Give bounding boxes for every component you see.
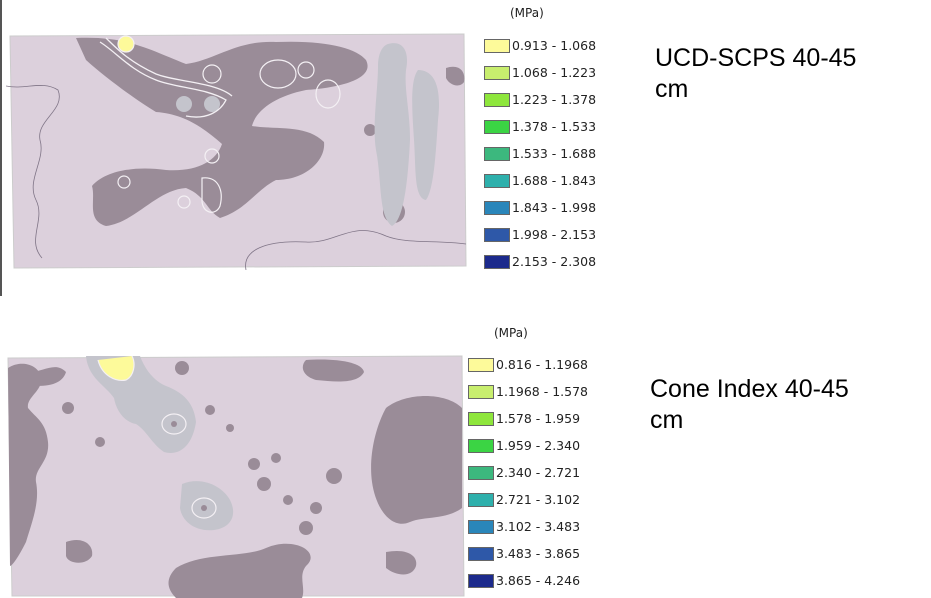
contour-ring — [297, 61, 315, 79]
legend-swatch — [468, 574, 494, 588]
contour-ring — [117, 35, 135, 53]
dark-spot — [310, 502, 322, 514]
legend-range: 3.483 - 3.865 — [496, 546, 581, 561]
legend-range: 1.533 - 1.688 — [512, 146, 597, 161]
light-zone-center — [180, 481, 234, 531]
contour-ring — [97, 355, 135, 381]
legend-range: 2.153 - 2.308 — [512, 254, 597, 269]
dark-zone-northeast — [302, 359, 364, 382]
legend-range: 1.843 - 1.998 — [512, 200, 597, 215]
dark-spot — [364, 124, 376, 136]
legend-range: 0.816 - 1.1968 — [496, 357, 588, 372]
light-zone-east-2 — [412, 70, 440, 200]
legend-range: 0.913 - 1.068 — [512, 38, 597, 53]
legend-swatch — [484, 228, 510, 242]
contour-ring — [191, 497, 217, 519]
legend-swatch — [468, 412, 494, 426]
cone-index-legend: (MPa) 0.816 - 1.1968 1.1968 - 1.578 1.57… — [468, 326, 628, 596]
contour-ring — [177, 195, 191, 209]
legend-range: 2.340 - 2.721 — [496, 465, 581, 480]
ucd-scps-legend: (MPa) 0.913 - 1.068 1.068 - 1.223 1.223 … — [484, 6, 634, 276]
legend-swatch — [468, 466, 494, 480]
legend-swatch — [484, 174, 510, 188]
legend-range: 3.102 - 3.483 — [496, 519, 581, 534]
legend-swatch — [468, 358, 494, 372]
dark-zone-west-top — [26, 367, 66, 386]
contour-line — [6, 84, 60, 259]
contour-ring — [117, 175, 131, 189]
dark-spot — [283, 495, 293, 505]
legend-swatch — [468, 493, 494, 507]
legend-unit: (MPa) — [494, 326, 528, 340]
contour-peak — [201, 505, 207, 511]
dark-spot — [205, 405, 215, 415]
legend-swatch — [468, 520, 494, 534]
dark-spot — [95, 437, 105, 447]
legend-swatch — [484, 93, 510, 107]
legend-swatch — [468, 547, 494, 561]
dark-zone-south — [168, 543, 311, 598]
contour-ring — [202, 64, 222, 84]
legend-swatch — [468, 439, 494, 453]
legend-range: 1.378 - 1.533 — [512, 119, 597, 134]
dark-zone-west — [8, 363, 49, 566]
legend-range: 1.578 - 1.959 — [496, 411, 581, 426]
light-spot — [204, 96, 220, 112]
legend-range: 1.068 - 1.223 — [512, 65, 597, 80]
dark-spot — [299, 521, 313, 535]
cone-index-map — [6, 352, 466, 598]
contour-ring — [201, 177, 222, 213]
legend-swatch — [484, 66, 510, 80]
left-edge-line — [0, 0, 2, 296]
dark-spot — [257, 477, 271, 491]
dark-spot — [271, 453, 281, 463]
dark-spot — [175, 361, 189, 375]
legend-range: 1.998 - 2.153 — [512, 227, 597, 242]
legend-unit: (MPa) — [510, 6, 544, 20]
dark-zone-east — [371, 396, 462, 524]
legend-range: 1.1968 - 1.578 — [496, 384, 588, 399]
dark-spot — [62, 402, 74, 414]
legend-swatch — [468, 385, 494, 399]
contour-peak — [171, 421, 177, 427]
legend-swatch — [484, 255, 510, 269]
legend-swatch — [484, 201, 510, 215]
legend-swatch — [484, 39, 510, 53]
contour-ring — [161, 413, 187, 435]
dark-zone-southeast — [386, 550, 417, 575]
legend-range: 1.959 - 2.340 — [496, 438, 581, 453]
contour-ring — [259, 59, 297, 89]
map-caption: Cone Index 40-45 cm — [650, 375, 849, 434]
light-zone-north — [86, 356, 196, 453]
legend-swatch — [484, 120, 510, 134]
dark-zone-east — [446, 66, 465, 86]
dark-spot — [326, 468, 342, 484]
legend-range: 2.721 - 3.102 — [496, 492, 581, 507]
light-zone-east — [374, 43, 410, 226]
contour-line — [99, 41, 227, 118]
legend-swatch — [484, 147, 510, 161]
legend-range: 1.223 - 1.378 — [512, 92, 597, 107]
dark-spot — [226, 424, 234, 432]
dark-zone-north — [76, 37, 368, 226]
legend-range: 3.865 - 4.246 — [496, 573, 581, 588]
dark-zone-southwest — [66, 539, 93, 563]
legend-range: 1.688 - 1.843 — [512, 173, 597, 188]
contour-ring — [315, 79, 341, 109]
contour-ring — [204, 148, 220, 164]
ucd-scps-map — [6, 30, 471, 270]
map-caption: UCD-SCPS 40-45 cm — [655, 44, 857, 103]
dark-spot — [248, 458, 260, 470]
contour-line — [245, 230, 467, 270]
contour-line — [105, 37, 233, 97]
light-spot — [176, 96, 192, 112]
